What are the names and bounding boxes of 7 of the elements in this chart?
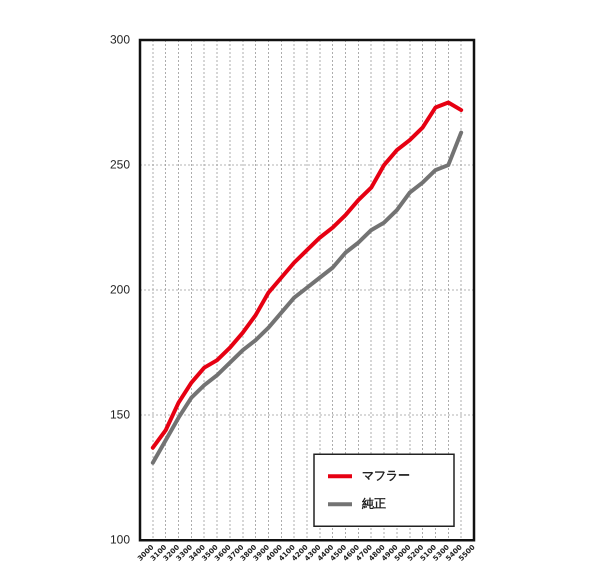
y-tick-label: 250 [110,157,130,172]
y-tick-label: 100 [110,532,130,547]
y-tick-label: 200 [110,282,130,296]
y-tick-label: 150 [110,408,130,422]
legend-label: マフラー [362,468,410,482]
y-tick-label: 300 [110,32,130,46]
legend-label: 純正 [361,496,386,510]
